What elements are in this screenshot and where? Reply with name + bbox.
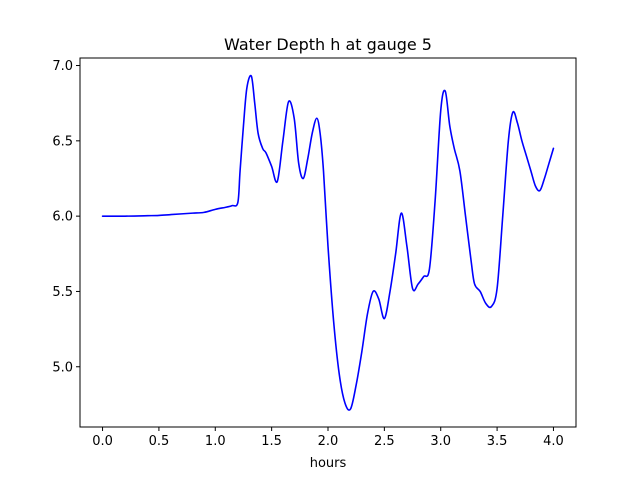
x-axis-ticks: 0.0 0.5 1.0 1.5 2.0 2.5 3.0 3.5 4.0 (92, 427, 564, 449)
y-tick-label: 5.5 (52, 285, 73, 300)
x-axis-label: hours (310, 456, 347, 471)
y-tick-label: 6.5 (52, 134, 73, 149)
y-tick-label: 7.0 (52, 59, 73, 74)
y-tick-label: 5.0 (52, 360, 73, 375)
x-tick-label: 4.0 (543, 434, 564, 449)
x-tick-label: 3.5 (487, 434, 508, 449)
x-tick-label: 2.0 (318, 434, 339, 449)
x-tick-label: 1.5 (261, 434, 282, 449)
series-line (101, 74, 555, 411)
x-tick-label: 0.0 (92, 434, 113, 449)
series-layer (101, 74, 555, 411)
x-tick-label: 0.5 (149, 434, 170, 449)
x-tick-label: 2.5 (374, 434, 395, 449)
y-tick-label: 6.0 (52, 210, 73, 225)
y-axis-ticks: 5.0 5.5 6.0 6.5 7.0 (52, 59, 80, 375)
chart-title: Water Depth h at gauge 5 (224, 35, 432, 54)
x-tick-label: 1.0 (205, 434, 226, 449)
x-tick-label: 3.0 (430, 434, 451, 449)
